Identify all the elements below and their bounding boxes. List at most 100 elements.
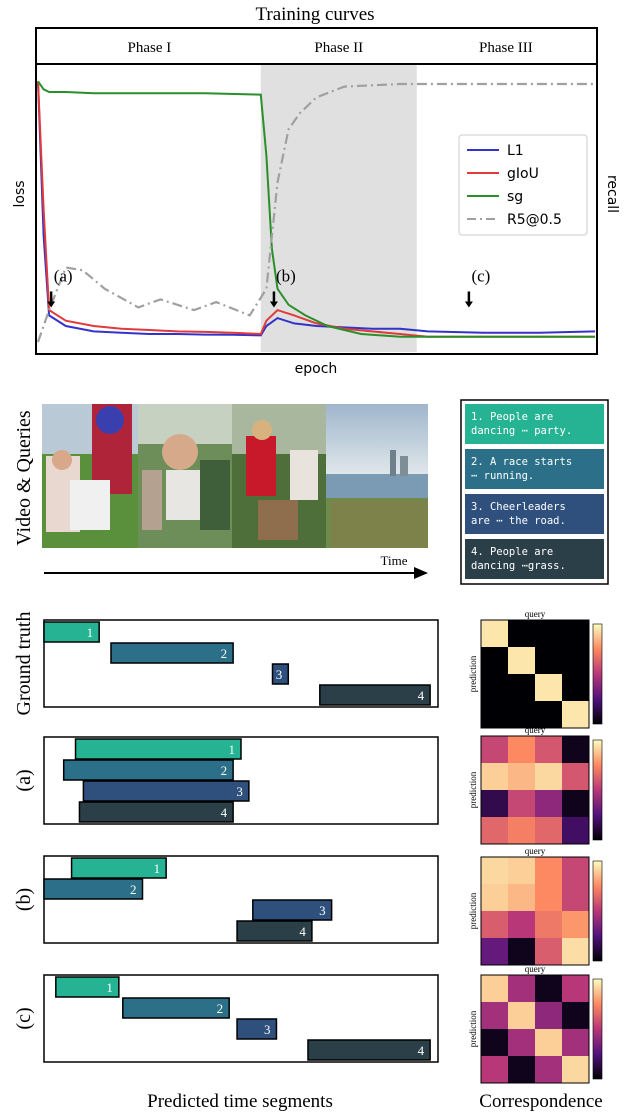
heatmap-cell xyxy=(535,884,563,912)
segment-bar-1 xyxy=(74,738,242,760)
heatmap-cell xyxy=(535,975,563,1003)
segment-label-4: 4 xyxy=(299,924,306,939)
heatmap-cell xyxy=(481,763,509,791)
segment-bar-1 xyxy=(70,857,167,879)
heatmap-cell xyxy=(481,857,509,885)
heatmap-cell xyxy=(508,1056,536,1084)
heatmap-4: query prediction xyxy=(468,964,603,1084)
heatmap-cell xyxy=(508,884,536,912)
heatmap-cell xyxy=(508,1029,536,1057)
heatmap-cell xyxy=(481,736,509,764)
query-panel-border xyxy=(460,399,609,585)
query-text-4: 4. People are dancing ⋯grass. xyxy=(471,546,566,572)
heatmap-cell xyxy=(508,736,536,764)
segment-label-1: 1 xyxy=(229,742,236,757)
heatmap-ylabel: prediction xyxy=(468,1010,478,1047)
segment-label-2: 2 xyxy=(221,646,228,661)
legend-label-3: sg xyxy=(507,189,523,205)
legend-label-2: gIoU xyxy=(507,166,539,182)
heatmap-frame xyxy=(480,856,590,966)
heatmap-cell xyxy=(562,647,590,675)
heatmap-cell xyxy=(535,857,563,885)
heatmap-cell xyxy=(508,1002,536,1030)
series-line-r505 xyxy=(36,82,595,343)
heatmap-cell xyxy=(562,620,590,648)
heatmap-cell xyxy=(535,817,563,845)
heatmap-cell xyxy=(508,817,536,845)
heatmap-cell xyxy=(481,1029,509,1057)
heatmap-cell xyxy=(535,911,563,939)
heatmap-cell xyxy=(508,674,536,702)
segments-caption: Predicted time segments xyxy=(147,1091,333,1112)
heatmap-frame xyxy=(480,974,590,1084)
heatmap-cell xyxy=(535,1002,563,1030)
heatmap-3: query prediction xyxy=(468,846,603,966)
heatmap-colorbar xyxy=(592,623,603,725)
series-line-l1 xyxy=(37,81,596,337)
heatmap-cell xyxy=(481,647,509,675)
heatmap-cell xyxy=(508,701,536,729)
phase-label-3: Phase III xyxy=(479,40,533,56)
heatmap-cell xyxy=(562,857,590,885)
segment-bar-3 xyxy=(82,780,250,802)
segment-label-3: 3 xyxy=(264,1022,271,1037)
segment-label-4: 4 xyxy=(418,1043,425,1058)
marker-arrowhead-1 xyxy=(47,301,56,308)
heatmap-cell xyxy=(562,763,590,791)
heatmap-ylabel: prediction xyxy=(468,771,478,808)
heatmap-cell xyxy=(562,1029,590,1057)
segment-label-1: 1 xyxy=(106,980,113,995)
heatmap-cell xyxy=(481,938,509,966)
heatmap-cell xyxy=(535,1029,563,1057)
segment-label-3: 3 xyxy=(276,667,283,682)
query-box-1 xyxy=(465,404,604,444)
heatmap-cell xyxy=(481,620,509,648)
heatmap-ylabel: prediction xyxy=(468,892,478,929)
video-frame-1 xyxy=(42,404,138,548)
segment-bar-2 xyxy=(110,642,234,664)
query-text-2: 2. A race starts ⋯ running. xyxy=(471,456,572,482)
heatmap-cell xyxy=(562,975,590,1003)
marker-label-2: (b) xyxy=(276,266,296,285)
phase-ii-band xyxy=(260,65,417,352)
heatmap-frame xyxy=(480,619,590,729)
phase-label-2: Phase II xyxy=(314,40,363,56)
heatmap-cell xyxy=(481,975,509,1003)
segment-label-4: 4 xyxy=(418,688,425,703)
query-box-4 xyxy=(465,539,604,579)
heatmap-cell xyxy=(535,647,563,675)
segment-bar-3 xyxy=(236,1018,278,1040)
heatmap-frame xyxy=(480,735,590,845)
segment-bar-1 xyxy=(55,976,120,998)
heatmap-cell xyxy=(508,620,536,648)
heatmap-cell xyxy=(481,790,509,818)
segment-bar-4 xyxy=(307,1039,431,1061)
marker-arrowhead-3 xyxy=(464,301,473,308)
series-line-sg xyxy=(37,80,595,338)
heatmap-cell xyxy=(508,790,536,818)
heatmap-colorbar xyxy=(592,739,603,841)
heatmap-1: query prediction xyxy=(468,609,603,729)
legend: L1 gIoU sg R5@0.5 xyxy=(458,134,588,236)
heatmap-cell xyxy=(481,911,509,939)
segment-panel-3: (b) 1 2 34 xyxy=(13,855,439,944)
heatmap-xlabel: query xyxy=(525,964,546,974)
video-frame-4 xyxy=(326,404,428,548)
segment-panel-label: Ground truth xyxy=(13,612,35,716)
heatmap-cell xyxy=(481,674,509,702)
legend-label-4: R5@0.5 xyxy=(507,212,562,228)
heatmap-cell xyxy=(535,736,563,764)
segment-label-2: 2 xyxy=(217,1001,224,1016)
heatmap-cell xyxy=(508,975,536,1003)
phase-label-1: Phase I xyxy=(128,40,172,56)
segment-label-1: 1 xyxy=(87,625,94,640)
segment-panel-4: (c) 1 2 3 4 xyxy=(13,974,439,1063)
segment-label-1: 1 xyxy=(154,861,161,876)
heatmap-cell xyxy=(562,938,590,966)
series-line-giou xyxy=(37,81,595,338)
heatmap-cell xyxy=(562,736,590,764)
legend-label-1: L1 xyxy=(507,143,524,159)
heatmap-cell xyxy=(535,790,563,818)
